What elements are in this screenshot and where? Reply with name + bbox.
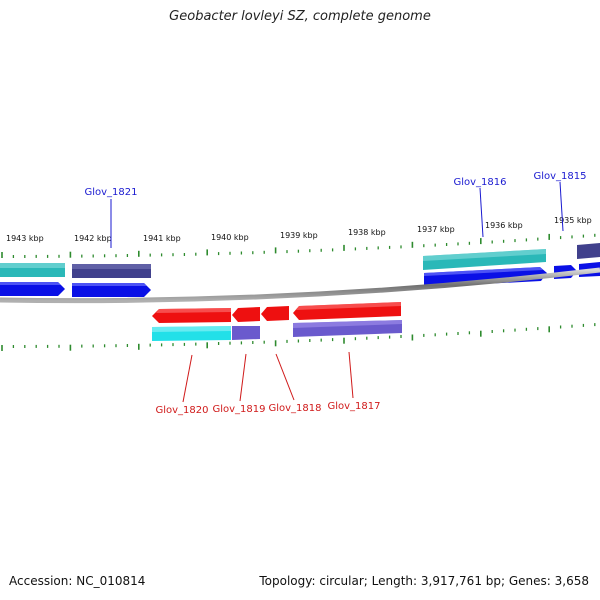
scale-label: 1938 kbp xyxy=(348,228,386,237)
cds-highlight xyxy=(156,308,231,313)
cds-arrow[interactable] xyxy=(72,283,151,297)
cds-highlight xyxy=(72,283,147,286)
genome-backbone xyxy=(0,267,600,304)
scale-label: 1937 kbp xyxy=(417,225,455,234)
accession-text: Accession: NC_010814 xyxy=(9,574,146,588)
reverse-gene-track xyxy=(152,320,402,341)
scale-labels: 1943 kbp 1942 kbp 1941 kbp 1940 kbp 1939… xyxy=(6,216,592,243)
cds-arrow[interactable] xyxy=(232,307,260,322)
label-leader xyxy=(182,354,193,403)
gene-feature[interactable] xyxy=(232,326,260,340)
outer-tick-ring xyxy=(1,233,596,258)
gene-highlight xyxy=(72,264,151,269)
scale-label: 1942 kbp xyxy=(74,234,112,243)
gene-label-glov-1816[interactable]: Glov_1816 xyxy=(453,177,506,188)
cds-highlight xyxy=(296,302,401,310)
forward-gene-track xyxy=(0,243,600,278)
gene-highlight xyxy=(293,320,402,328)
reverse-gene-labels: Glov_1820 Glov_1819 Glov_1818 Glov_1817 xyxy=(155,351,381,416)
cds-highlight xyxy=(424,267,543,276)
gene-label-glov-1821[interactable]: Glov_1821 xyxy=(84,187,137,198)
gene-label-glov-1818[interactable]: Glov_1818 xyxy=(268,403,321,414)
gene-label-glov-1817[interactable]: Glov_1817 xyxy=(327,401,380,412)
scale-label: 1940 kbp xyxy=(211,233,249,242)
label-leader xyxy=(559,181,564,232)
gene-label-glov-1815[interactable]: Glov_1815 xyxy=(533,171,586,182)
gene-highlight xyxy=(0,263,65,268)
reverse-cds-track xyxy=(152,302,401,323)
genome-summary-text: Topology: circular; Length: 3,917,761 bp… xyxy=(259,574,589,588)
map-title: Geobacter lovleyi SZ, complete genome xyxy=(169,9,431,24)
scale-label: 1943 kbp xyxy=(6,234,44,243)
label-leader xyxy=(479,187,484,238)
gene-feature[interactable] xyxy=(577,243,600,259)
scale-label: 1941 kbp xyxy=(143,234,181,243)
inner-tick-ring xyxy=(1,323,596,351)
label-leader xyxy=(239,353,247,402)
gene-highlight xyxy=(423,249,546,261)
forward-gene-labels: Glov_1821 Glov_1816 Glov_1815 xyxy=(84,171,587,248)
gene-label-glov-1820[interactable]: Glov_1820 xyxy=(155,405,208,416)
gene-label-glov-1819[interactable]: Glov_1819 xyxy=(212,404,265,415)
label-leader xyxy=(275,353,295,401)
gene-highlight xyxy=(152,326,231,332)
scale-label: 1935 kbp xyxy=(554,216,592,225)
cds-arrow[interactable] xyxy=(0,282,65,296)
label-leader xyxy=(348,351,354,399)
scale-label: 1936 kbp xyxy=(485,221,523,230)
cds-arrow[interactable] xyxy=(261,306,289,321)
scale-label: 1939 kbp xyxy=(280,231,318,240)
cds-highlight xyxy=(0,282,61,285)
